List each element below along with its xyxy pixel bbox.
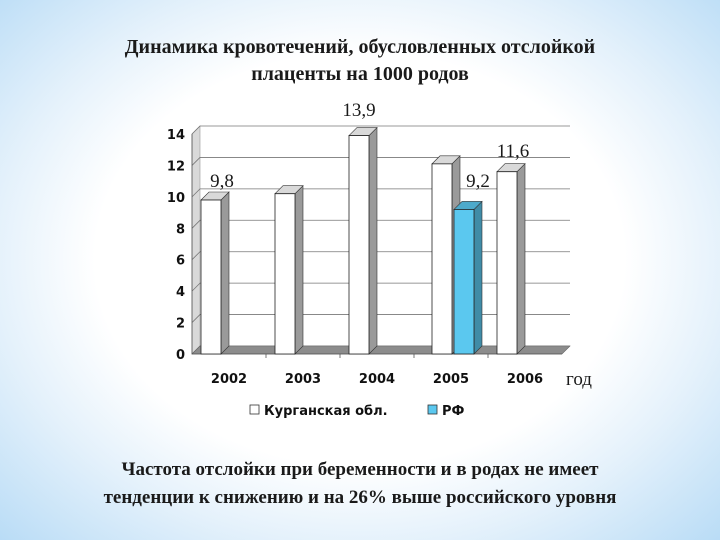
bar-side	[473, 200, 483, 355]
legend-swatch	[249, 404, 260, 415]
bar-front	[453, 209, 475, 355]
y-tick-label: 12	[167, 159, 185, 174]
bar	[200, 191, 230, 355]
x-tick-label: 2005	[433, 372, 469, 387]
x-tick-label: 2002	[211, 372, 247, 387]
slide-title-line-1: Динамика кровотечений, обусловленных отс…	[124, 36, 596, 58]
y-tick-label: 6	[176, 254, 185, 269]
bar-front	[200, 199, 222, 355]
slide-title-line-2: плаценты на 1000 родов	[251, 63, 469, 85]
gridline	[191, 125, 570, 135]
x-tick-label: 2003	[285, 372, 321, 387]
bar	[274, 184, 304, 355]
bar	[453, 200, 483, 355]
legend-swatch	[427, 404, 438, 415]
bar-side	[294, 184, 304, 355]
y-tick-label: 14	[167, 128, 185, 143]
y-tick-label: 0	[176, 348, 185, 363]
legend: Курганская обл. РФ	[249, 404, 465, 419]
x-axis-label: год	[566, 369, 592, 390]
chart-side-wall	[191, 125, 201, 355]
bar-front	[496, 171, 518, 355]
bar-front	[348, 135, 370, 355]
y-tick-label: 8	[176, 222, 185, 237]
data-label: 9,8	[210, 171, 234, 192]
x-tick-label: 2004	[359, 372, 395, 387]
data-label: 9,2	[466, 171, 490, 192]
x-tick-label: 2006	[507, 372, 543, 387]
slide-caption-line-2: тенденции к снижению и на 26% выше росси…	[103, 487, 617, 508]
bar-side	[220, 191, 230, 355]
legend-label: Курганская обл.	[264, 404, 388, 419]
bar-front	[274, 193, 296, 355]
bar	[348, 126, 378, 355]
y-tick-label: 2	[176, 317, 185, 332]
slide-caption-line-1: Частота отслойки при беременности и в ро…	[121, 459, 599, 480]
legend-label: РФ	[442, 404, 465, 419]
bar-front	[431, 163, 453, 355]
bar-side	[368, 126, 378, 355]
data-label: 11,6	[497, 141, 530, 162]
bar	[496, 162, 526, 355]
slide-caption: Частота отслойки при беременности и в ро…	[0, 456, 720, 512]
data-label: 13,9	[342, 100, 375, 121]
y-tick-label: 4	[176, 285, 185, 300]
y-tick-label: 10	[167, 191, 185, 206]
slide-title: Динамика кровотечений, обусловленных отс…	[0, 34, 720, 88]
bar-side	[516, 162, 526, 355]
